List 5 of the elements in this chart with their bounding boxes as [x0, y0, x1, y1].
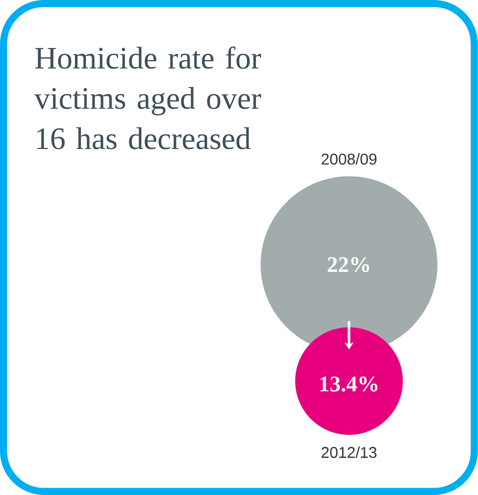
category-label: 2008/09 [322, 153, 377, 165]
data-label: 22% [328, 257, 370, 272]
category-label: 2012/13 [322, 446, 377, 458]
text: Homicide rate for victims aged over 16 has decreased [34, 46, 262, 150]
data-label: 13.4% [320, 376, 378, 392]
